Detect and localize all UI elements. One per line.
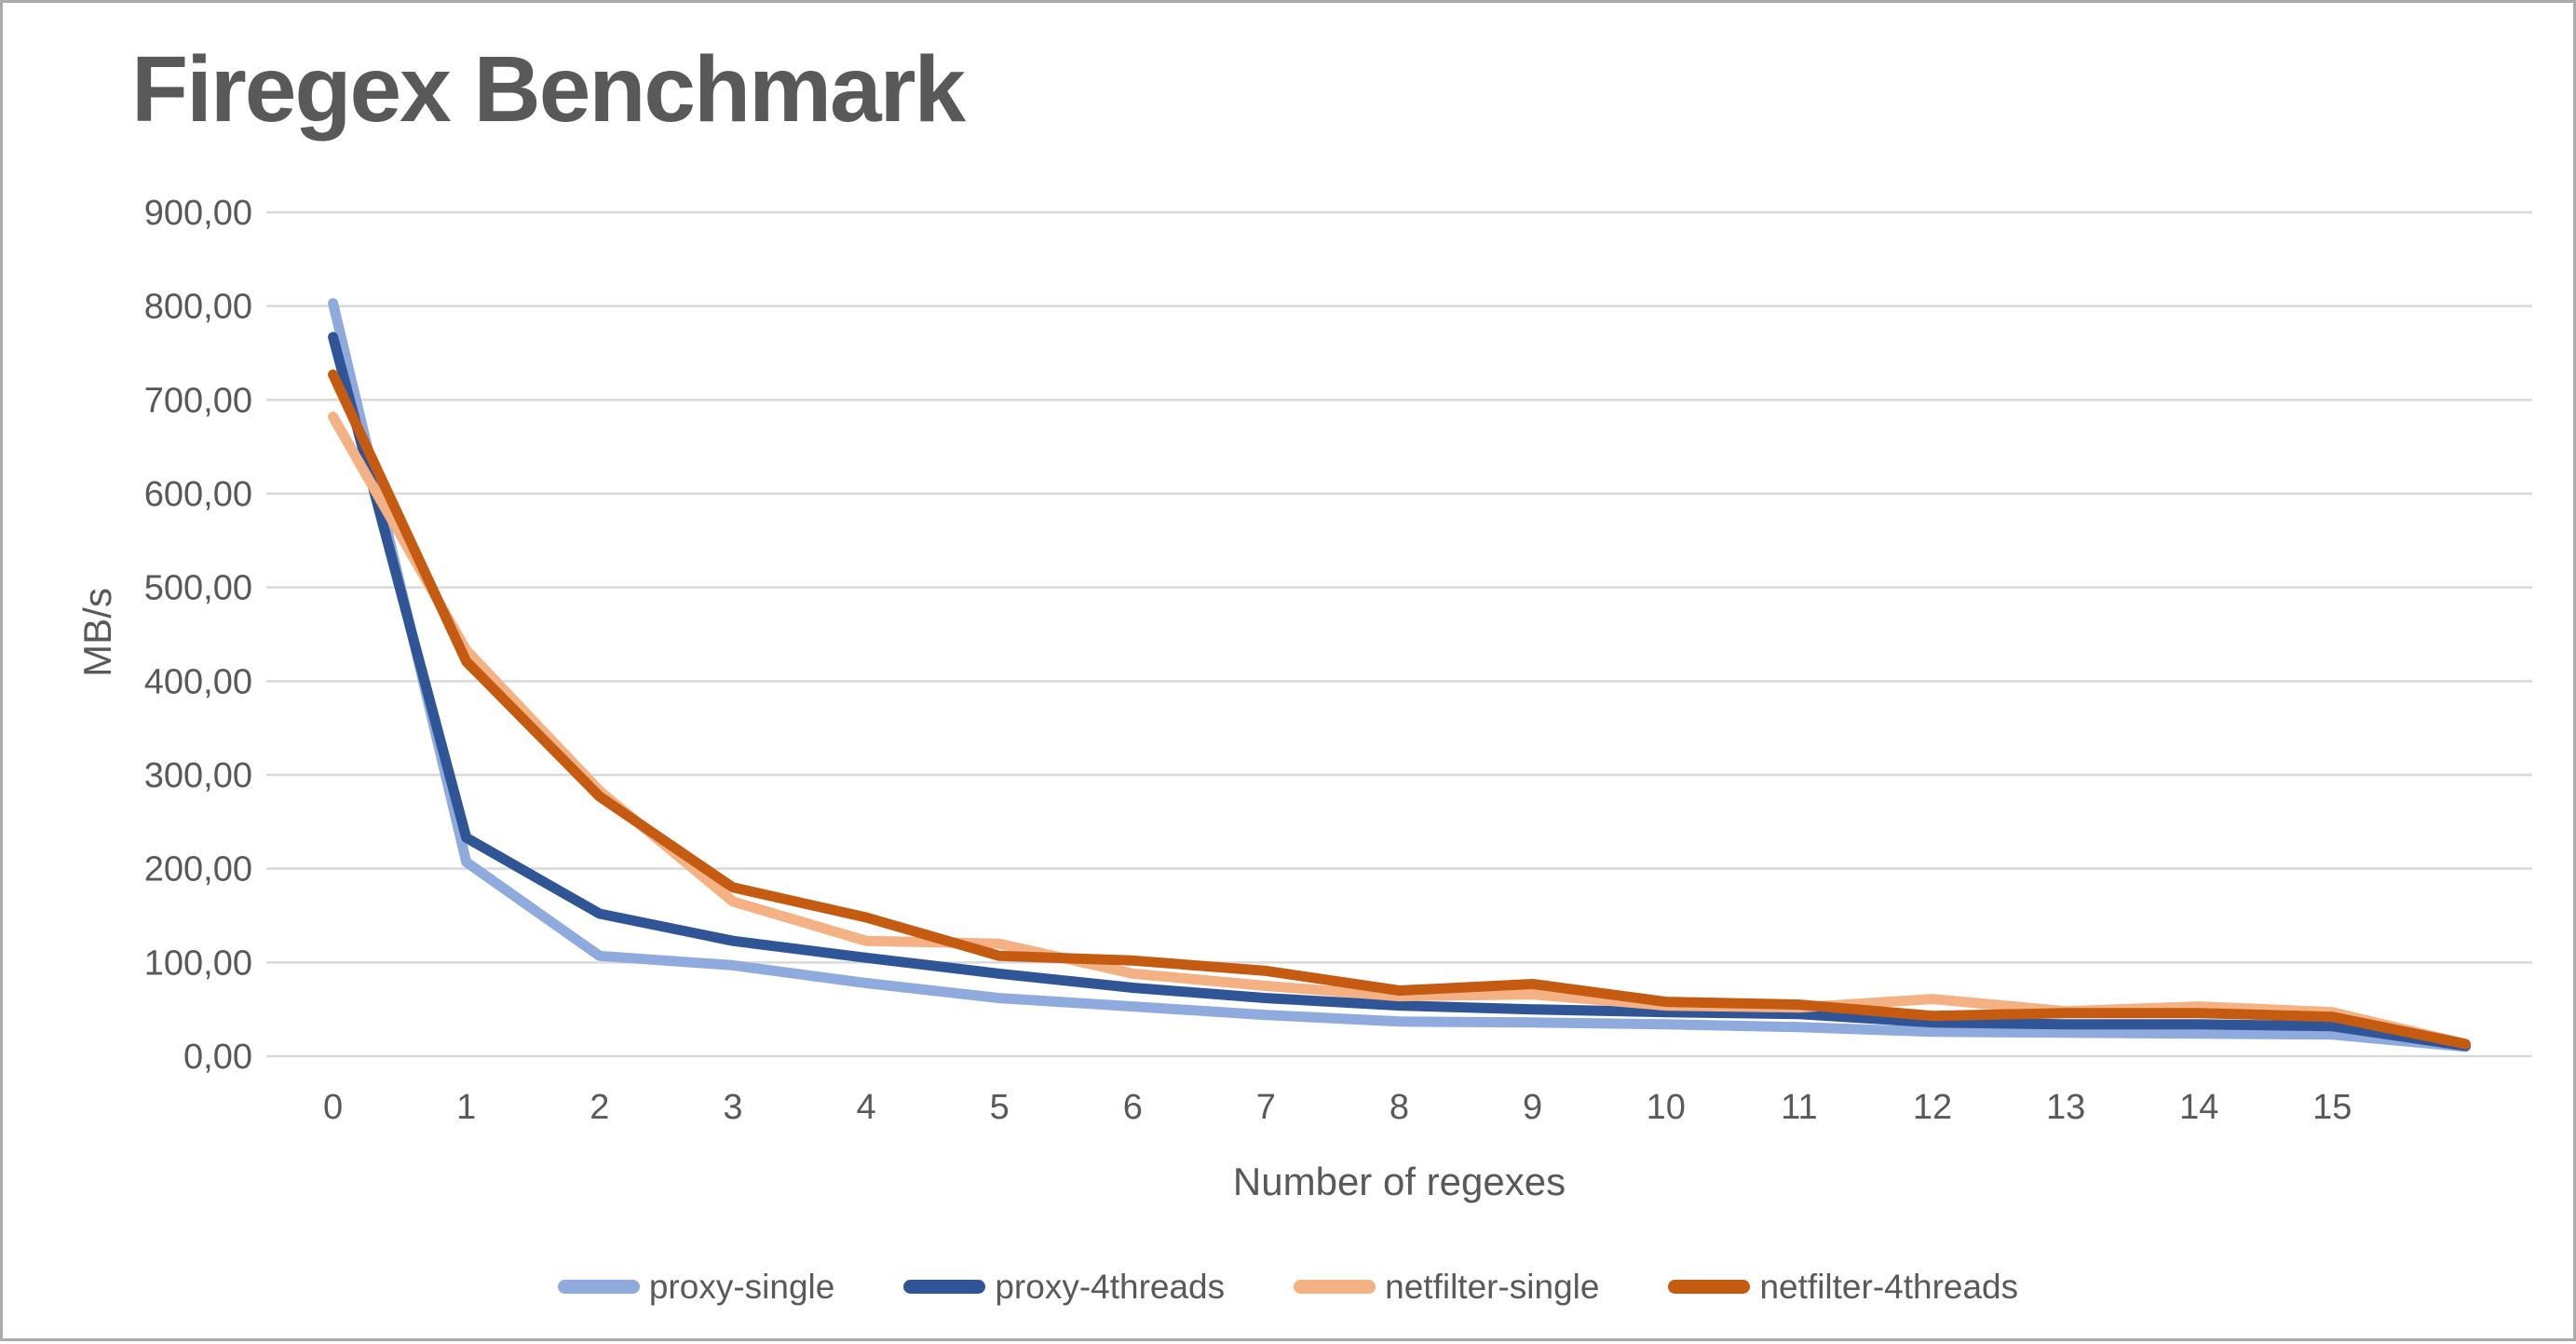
line-chart: 0,00 100,00 200,00 300,00 400,00 500,00 600,00… xyxy=(144,194,2532,1127)
legend-swatch-netfilter-single xyxy=(1294,1279,1376,1294)
x-tick-label: 11 xyxy=(1781,1088,1817,1127)
chart-title: Firegex Benchmark xyxy=(131,37,966,142)
x-tick-label: 13 xyxy=(2046,1088,2085,1127)
x-tick-label: 14 xyxy=(2179,1088,2218,1127)
x-tick-label: 10 xyxy=(1647,1088,1686,1127)
series-line-proxy-single xyxy=(328,298,2471,1052)
y-tick-label: 200,00 xyxy=(144,850,252,889)
legend-item-netfilter-4threads: netfilter-4threads xyxy=(1668,1269,2018,1304)
y-tick-label: 0,00 xyxy=(183,1038,252,1077)
legend-label: netfilter-4threads xyxy=(1759,1267,2019,1306)
legend-swatch-netfilter-4threads xyxy=(1668,1279,1751,1294)
y-tick-label: 800,00 xyxy=(144,288,252,327)
series-line-netfilter-single xyxy=(328,412,2471,1050)
y-tick-label: 700,00 xyxy=(144,381,252,420)
legend-label: proxy-4threads xyxy=(995,1267,1226,1306)
y-tick-label: 600,00 xyxy=(144,475,252,514)
chart-area: 0,00 100,00 200,00 300,00 400,00 500,00 600,00… xyxy=(3,3,2573,1338)
x-tick-label: 7 xyxy=(1256,1088,1276,1127)
legend-swatch-proxy-single xyxy=(557,1279,640,1294)
legend-item-netfilter-single: netfilter-single xyxy=(1294,1269,1599,1304)
y-tick-label: 300,00 xyxy=(144,756,252,795)
series-line-netfilter-4threads xyxy=(328,369,2471,1050)
legend-item-proxy-4threads: proxy-4threads xyxy=(903,1269,1225,1304)
x-tick-label: 1 xyxy=(456,1088,476,1127)
y-axis-title: MB/s xyxy=(75,588,119,677)
y-tick-label: 400,00 xyxy=(144,662,252,701)
legend: proxy-single proxy-4threads netfilter-sing… xyxy=(3,1258,2573,1314)
x-tick-label: 9 xyxy=(1523,1088,1542,1127)
y-tick-label: 100,00 xyxy=(144,944,252,983)
x-tick-label: 0 xyxy=(323,1088,343,1127)
x-tick-label: 2 xyxy=(590,1088,609,1127)
legend-item-proxy-single: proxy-single xyxy=(557,1267,835,1306)
legend-label: proxy-single xyxy=(648,1267,835,1306)
series-line-proxy-4threads xyxy=(328,332,2471,1052)
x-tick-label: 15 xyxy=(2312,1088,2352,1127)
x-tick-label: 3 xyxy=(723,1088,742,1127)
y-tick-label: 500,00 xyxy=(144,569,252,608)
x-tick-label: 12 xyxy=(1913,1088,1952,1127)
x-tick-label: 6 xyxy=(1123,1088,1143,1127)
legend-label: netfilter-single xyxy=(1385,1267,1600,1306)
x-tick-label: 4 xyxy=(856,1088,875,1127)
x-axis-title: Number of regexes xyxy=(1232,1160,1566,1203)
x-tick-label: 5 xyxy=(990,1088,1010,1127)
x-tick-label: 8 xyxy=(1390,1088,1409,1127)
y-tick-label: 900,00 xyxy=(144,194,252,233)
legend-swatch-proxy-4threads xyxy=(903,1279,986,1294)
